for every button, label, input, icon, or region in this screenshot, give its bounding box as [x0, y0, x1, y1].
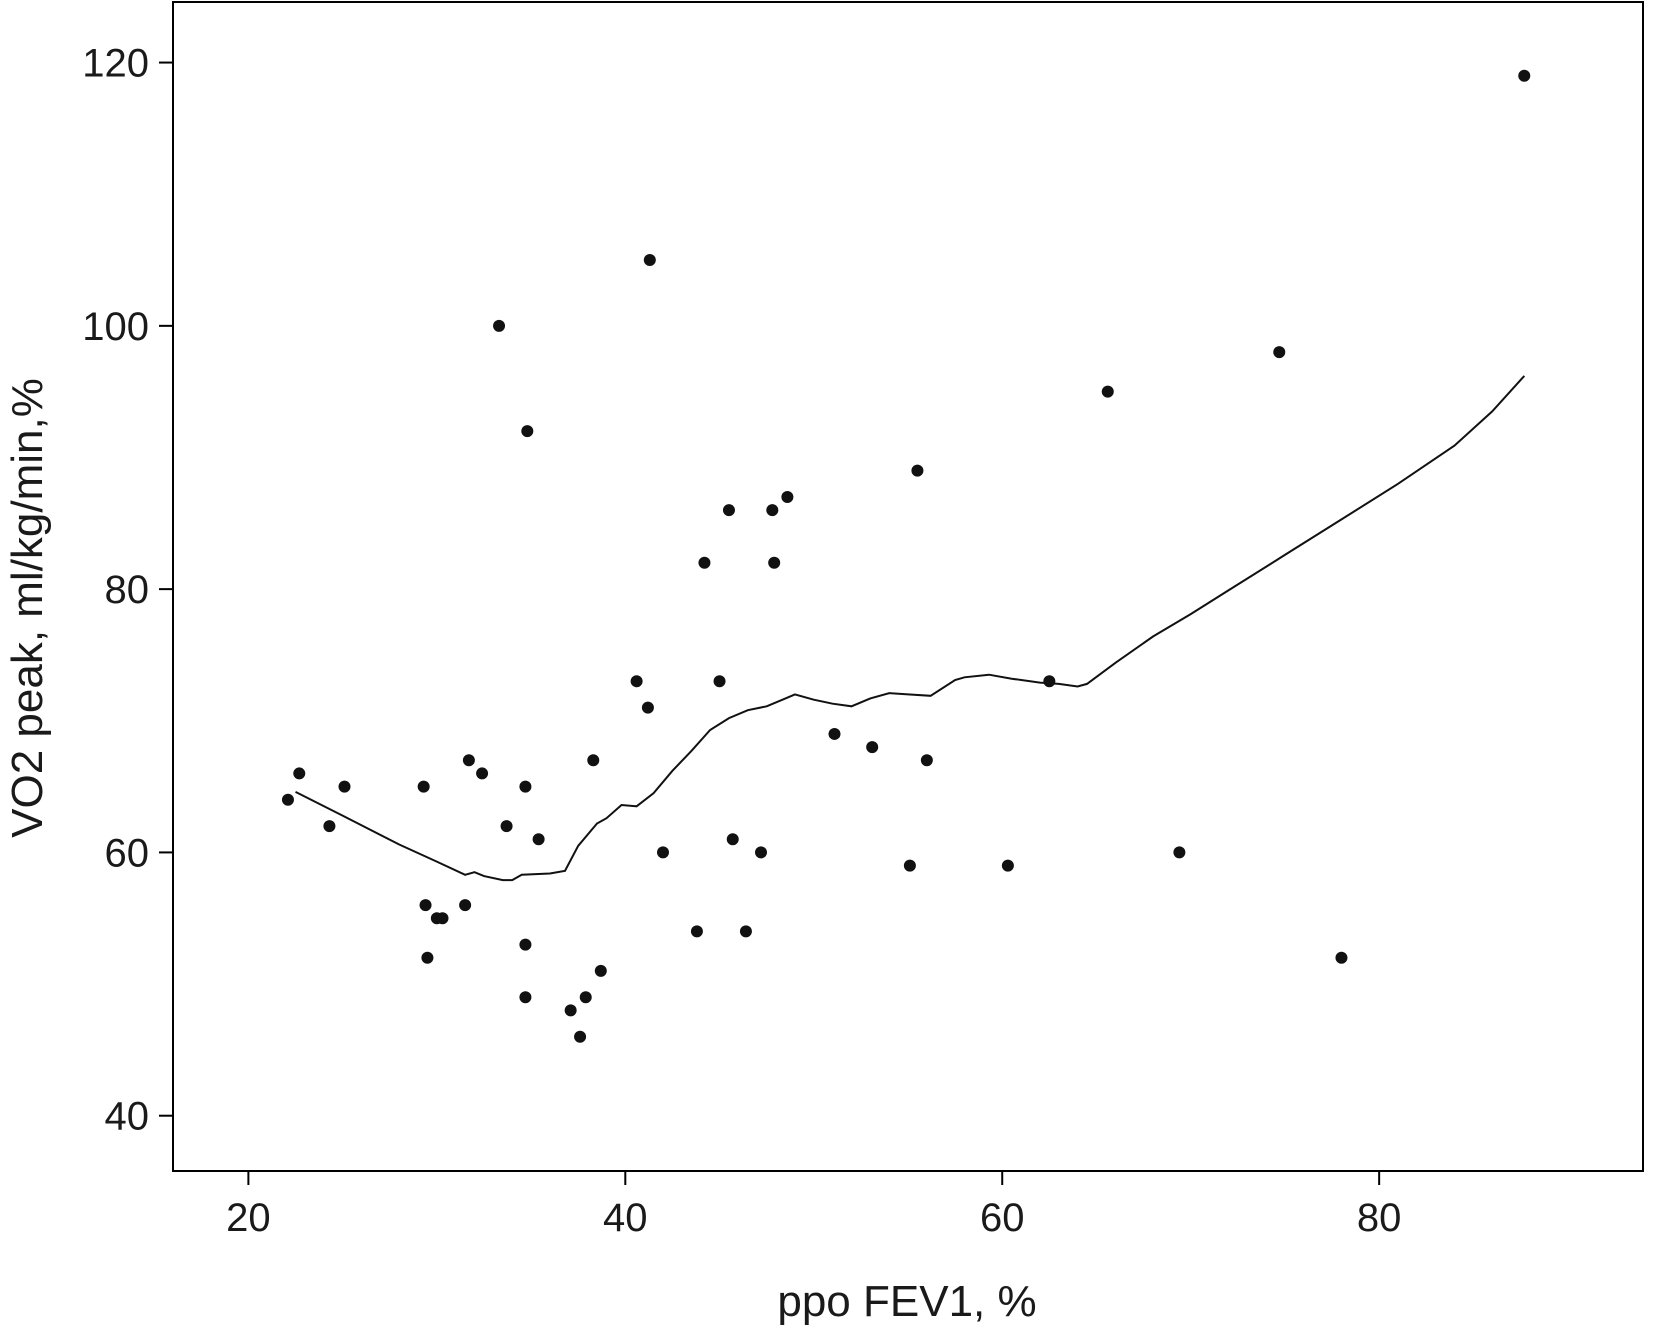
data-point	[493, 319, 506, 332]
y-tick-label: 60	[105, 831, 150, 875]
data-point	[462, 754, 475, 767]
data-point	[1043, 675, 1056, 688]
data-point	[564, 1004, 577, 1017]
x-tick-label: 80	[1357, 1196, 1402, 1240]
data-point	[459, 899, 472, 912]
data-point	[293, 767, 306, 780]
data-point	[755, 846, 767, 859]
data-point	[587, 754, 600, 767]
data-point	[521, 425, 534, 438]
data-point	[1101, 385, 1114, 398]
data-point	[911, 464, 924, 477]
data-point	[417, 780, 430, 793]
data-points	[281, 69, 1531, 1043]
data-point	[476, 767, 489, 780]
data-point	[1518, 69, 1531, 82]
data-point	[1335, 951, 1348, 964]
data-point	[828, 727, 841, 740]
data-point	[1273, 346, 1286, 359]
data-point	[866, 741, 879, 754]
data-point	[766, 504, 779, 517]
y-tick-label: 80	[105, 568, 150, 612]
x-tick-label: 20	[226, 1196, 271, 1240]
x-axis: 20 40 60 80	[226, 1171, 1401, 1240]
data-point	[519, 780, 532, 793]
data-point	[574, 1030, 587, 1043]
data-point	[519, 991, 532, 1004]
x-tick-label: 60	[980, 1196, 1025, 1240]
data-point	[519, 938, 532, 951]
data-point	[436, 912, 449, 925]
data-point	[739, 925, 752, 938]
data-point	[781, 490, 794, 503]
data-point	[768, 556, 781, 569]
smoothed-trend-line	[295, 375, 1526, 882]
data-point	[920, 754, 933, 767]
data-point	[419, 899, 432, 912]
plot-frame	[172, 1, 1644, 1172]
y-tick-label: 100	[82, 305, 149, 349]
data-point	[500, 820, 513, 833]
data-point	[690, 925, 703, 938]
data-point	[726, 833, 739, 846]
data-point	[657, 846, 669, 859]
data-point	[594, 964, 607, 977]
data-point	[338, 780, 351, 793]
data-point	[713, 675, 726, 688]
x-axis-label: ppo FEV1, %	[777, 1277, 1036, 1326]
x-tick-label: 40	[603, 1196, 648, 1240]
data-point	[1001, 859, 1014, 872]
data-point	[1173, 846, 1186, 859]
data-point	[722, 504, 735, 517]
data-point	[698, 556, 711, 569]
data-point	[281, 793, 294, 806]
data-point	[643, 254, 656, 267]
data-point	[421, 951, 434, 964]
data-point	[579, 991, 592, 1004]
data-point	[323, 820, 336, 833]
y-tick-label: 40	[105, 1095, 150, 1139]
data-point	[903, 859, 916, 872]
y-axis: 40 60 80 100 120	[82, 42, 173, 1139]
data-point	[532, 833, 545, 846]
data-point	[630, 675, 643, 688]
data-point	[641, 701, 654, 714]
y-tick-label: 120	[82, 42, 149, 86]
y-axis-label: VO2 peak, ml/kg/min,%	[3, 378, 52, 838]
